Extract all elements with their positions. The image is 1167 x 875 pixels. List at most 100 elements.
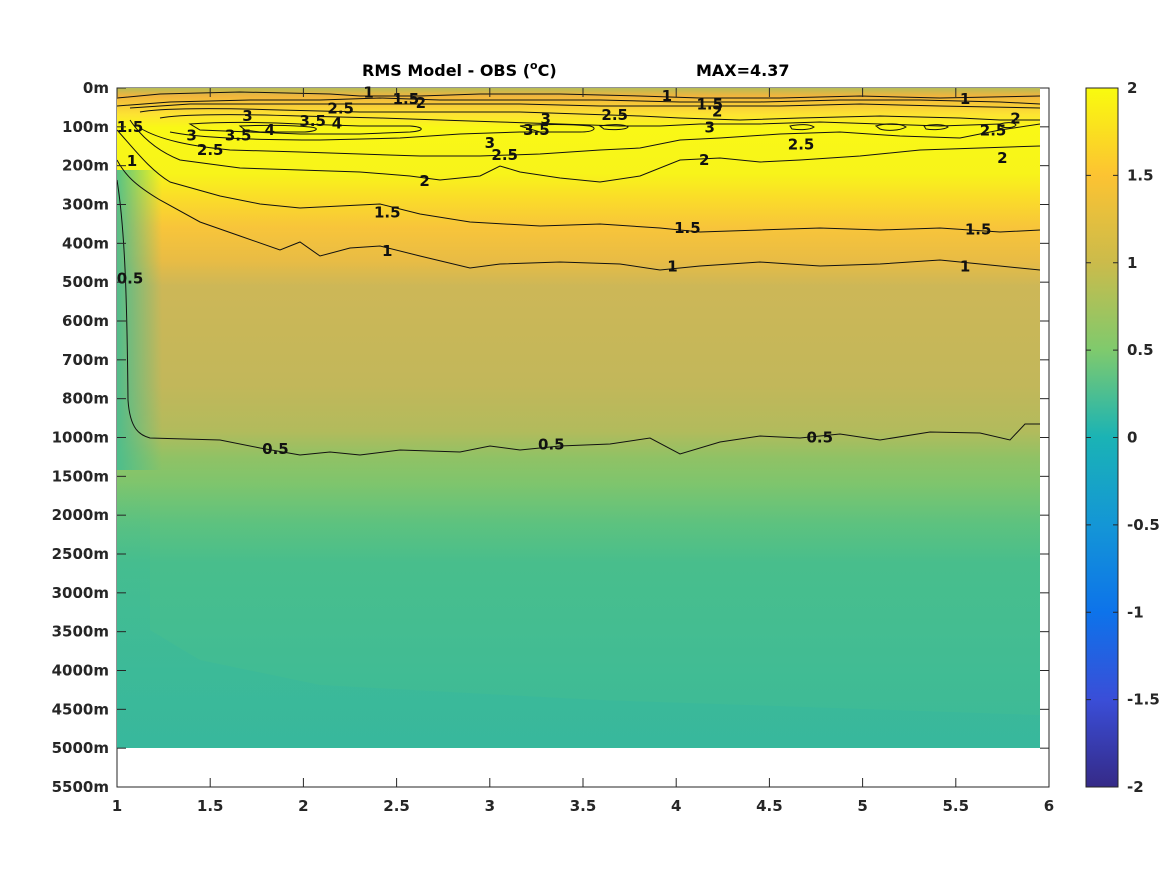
x-tick-label: 4.5: [756, 797, 783, 815]
contour-label: 2: [712, 102, 722, 120]
colorbar-tick-label: 1.5: [1127, 166, 1154, 184]
contour-label: 1: [127, 152, 137, 170]
x-tick-label: 3: [485, 797, 495, 815]
contour-label: 1: [960, 258, 970, 276]
contour-3.5-b: [519, 124, 595, 133]
contour-label: 2: [699, 151, 709, 169]
contour-label: 2: [419, 172, 429, 190]
colorbar-tick-label: 1: [1127, 254, 1137, 272]
contour-label: 1: [382, 242, 392, 260]
chart-title: RMS Model - OBS (oC): [362, 59, 557, 80]
y-tick-label: 3500m: [52, 623, 109, 641]
contour-1.5: [117, 129, 1040, 233]
x-tick-label: 5: [857, 797, 867, 815]
contour-label: 1.5: [393, 90, 420, 108]
y-tick-label: 600m: [62, 312, 109, 330]
y-tick-label: 4500m: [52, 700, 109, 718]
contour-1-top: [117, 91, 1040, 99]
colorbar-tick-label: -0.5: [1127, 516, 1160, 534]
contour-label: 3: [242, 107, 252, 125]
y-tick-label: 5500m: [52, 778, 109, 796]
contour-1: [117, 159, 1040, 271]
heatmap-field: [117, 88, 1040, 748]
colorbar-gradient: [1085, 87, 1119, 788]
contour-label: 4: [332, 115, 342, 133]
contour-label: 1.5: [696, 95, 723, 113]
contour-label: 1.5: [374, 203, 401, 221]
contour-3.5-g: [999, 122, 1017, 129]
contour-label: 0.5: [538, 435, 565, 453]
contour-label: 3.5: [225, 126, 252, 144]
contour-label: 3: [541, 110, 551, 128]
y-tick-label: 3000m: [52, 584, 109, 602]
y-tick-label: 100m: [62, 118, 109, 136]
contour-3.5-d: [789, 124, 815, 131]
colorbar: 2 1.5 1 0.5 0 -0.5 -1 -1.5 -2: [1085, 79, 1160, 796]
x-tick-label: 2: [298, 797, 308, 815]
contour-2-top: [129, 103, 1040, 109]
contour-label: 2.5: [491, 146, 518, 164]
colorbar-tick-label: 0: [1127, 429, 1137, 447]
y-tick-label: 700m: [62, 351, 109, 369]
y-axis: 0m 100m 200m 300m 400m 500m 600m 700m 800m 1000m 1…: [52, 79, 1049, 796]
contour-label: 3.5: [523, 121, 550, 139]
contour-label: 0.5: [806, 429, 833, 447]
contour-2.5: [139, 108, 1040, 121]
colorbar-tick-label: -2: [1127, 778, 1144, 796]
contour-3: [159, 114, 1001, 127]
contour-label: 2: [1010, 109, 1020, 127]
contour-label: 2.5: [601, 106, 628, 124]
y-tick-label: 400m: [62, 234, 109, 252]
contour-label: 2.5: [327, 100, 354, 118]
contour-label: 1.5: [965, 221, 992, 239]
y-tick-label: 2500m: [52, 545, 109, 563]
contour-label: 0.5: [117, 269, 144, 287]
x-tick-label: 2.5: [383, 797, 410, 815]
contour-2: [129, 119, 1040, 183]
contour-label: 3: [186, 126, 196, 144]
x-tick-label: 6: [1044, 797, 1054, 815]
contour-2.5-lower: [139, 123, 1040, 157]
colorbar-tick-label: 0.5: [1127, 341, 1154, 359]
colorbar-tick-label: -1.5: [1127, 691, 1160, 709]
contour-label: 2.5: [980, 122, 1007, 140]
contour-3.5: [188, 122, 422, 135]
y-tick-label: 5000m: [52, 739, 109, 757]
contour-label: 3: [705, 119, 715, 137]
y-tick-label: 800m: [62, 390, 109, 408]
contour-4: [238, 124, 317, 133]
y-tick-label: 1500m: [52, 467, 109, 485]
x-tick-label: 5.5: [943, 797, 970, 815]
contour-label: 1: [667, 258, 677, 276]
max-label: MAX=4.37: [696, 61, 790, 80]
y-tick-label: 300m: [62, 196, 109, 214]
contour-label: 0.5: [262, 440, 289, 458]
contour-label: 2.5: [197, 141, 224, 159]
contour-label: 3.5: [299, 112, 326, 130]
contour-3.5-e: [874, 123, 907, 131]
contour-label: 2: [416, 94, 426, 112]
x-tick-label: 1: [112, 797, 122, 815]
contour-label: 3: [485, 134, 495, 152]
x-tick-label: 1.5: [197, 797, 224, 815]
contour-label: 1.5: [674, 219, 701, 237]
y-tick-label: 500m: [62, 273, 109, 291]
contour-0.5: [117, 179, 1040, 456]
y-tick-label: 1000m: [52, 429, 109, 447]
y-tick-label: 4000m: [52, 662, 109, 680]
contour-3.5-f: [923, 124, 949, 131]
y-tick-label: 2000m: [52, 506, 109, 524]
x-tick-label: 3.5: [570, 797, 597, 815]
contour-1.5-top: [117, 97, 1040, 107]
y-tick-label: 0m: [83, 79, 109, 97]
y-tick-label: 200m: [62, 157, 109, 175]
contour-label: 2: [997, 149, 1007, 167]
colorbar-tick-label: 2: [1127, 79, 1137, 97]
contour-label: 1: [363, 84, 373, 102]
contour-3.5-c: [598, 124, 629, 131]
contour-3-lower: [169, 131, 560, 141]
colorbar-ticks: 2 1.5 1 0.5 0 -0.5 -1 -1.5 -2: [1086, 79, 1160, 796]
contour-label: 1: [662, 87, 672, 105]
